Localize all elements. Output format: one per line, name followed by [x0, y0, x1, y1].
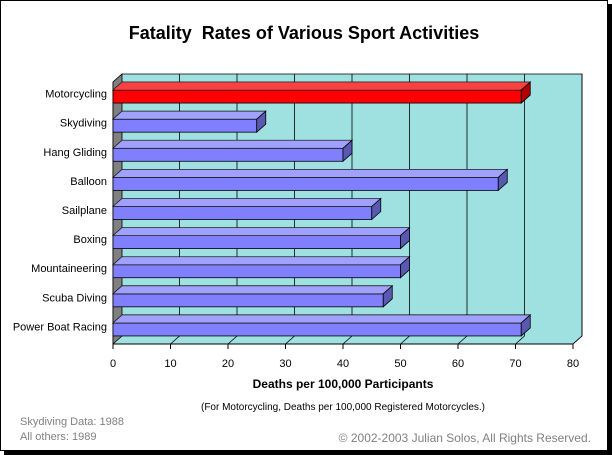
bar-side-shade-balloon [498, 169, 508, 191]
category-label-hang-gliding: Hang Gliding [43, 147, 107, 159]
category-label-scuba-diving: Scuba Diving [42, 292, 107, 304]
x-axis-label: Deaths per 100,000 Participants [252, 377, 434, 391]
floor-gridline [457, 335, 468, 345]
bar-mountaineering [112, 264, 401, 279]
x-tick-label: 20 [222, 358, 234, 370]
category-label-sailplane: Sailplane [62, 205, 107, 217]
bar-power-boat-racing [112, 322, 522, 337]
bar-side-skydiving [256, 110, 267, 134]
x-tick-label: 70 [509, 358, 521, 370]
bar-top-highlight-boxing [113, 227, 410, 236]
bar-boxing [112, 235, 401, 250]
category-label-boxing: Boxing [73, 234, 107, 246]
bar-balloon [112, 176, 499, 191]
bar-top-highlight-skydiving [113, 111, 266, 120]
floor-gridline [515, 335, 525, 345]
floor-gridline [400, 335, 410, 345]
copyright-notice: © 2002-2003 Julian Solos, All Rights Res… [338, 431, 591, 445]
bar-skydiving [112, 118, 258, 133]
bar-top-highlight-hang-gliding [113, 140, 352, 149]
bar-scuba-diving [112, 293, 384, 308]
bar-side-power-boat-racing [520, 314, 531, 337]
bar-side-shade-hang-gliding [343, 140, 352, 162]
bar-top-highlight-balloon [113, 169, 508, 178]
bar-side-shade-boxing [400, 227, 410, 249]
x-tick-label: 40 [337, 358, 349, 370]
category-label-power-boat-racing: Power Boat Racing [13, 321, 107, 333]
floor-gridline [572, 335, 583, 345]
bar-side-shade-mountaineering [400, 256, 410, 278]
bar-top-highlight-motorcycling [113, 82, 531, 91]
category-label-motorcycling: Motorcycling [45, 89, 107, 101]
x-tick-label: 80 [567, 358, 579, 370]
bar-motorcycling [112, 89, 522, 104]
bar-sailplane [112, 206, 373, 220]
bar-side-shade-motorcycling [521, 82, 531, 104]
bar-chart-plot: 0 10 20 30 40 50 60 70 80 Motorcycling Skydiving Ha… [13, 73, 583, 370]
bar-side-shade-power-boat-racing [521, 314, 531, 336]
x-tick-label: 10 [164, 358, 176, 370]
bar-side-balloon [497, 168, 508, 192]
floor-gridline [227, 335, 238, 345]
bar-side-motorcycling [520, 81, 531, 104]
chart-title: Fatality Rates of Various Sport Activiti… [128, 23, 480, 43]
x-tick-label: 50 [394, 358, 406, 370]
bar-side-scuba-diving [382, 284, 393, 308]
bar-hang-gliding [112, 147, 344, 162]
bar-side-boxing [400, 226, 410, 250]
bar-side-shade-scuba-diving [383, 285, 393, 307]
x-axis-note: (For Motorcycling, Deaths per 100,000 Re… [200, 402, 485, 413]
bar-side-mountaineering [400, 255, 410, 279]
floor-gridline [285, 335, 295, 345]
x-tick-label: 60 [452, 358, 464, 370]
footnote-others: All others: 1989 [20, 431, 97, 443]
bar-side-shade-skydiving [256, 111, 266, 133]
bar-side-hang-gliding [342, 139, 353, 163]
bar-top-highlight-sailplane [113, 198, 381, 207]
bar-side-sailplane [371, 197, 382, 221]
x-tick-label: 30 [279, 358, 291, 370]
x-tick-label: 0 [110, 358, 116, 370]
bar-side-shade-sailplane [371, 198, 381, 220]
bar-top-highlight-mountaineering [113, 256, 410, 265]
floor-gridline [170, 335, 180, 345]
category-label-mountaineering: Mountaineering [31, 263, 107, 275]
category-label-balloon: Balloon [70, 176, 107, 188]
bar-top-highlight-scuba-diving [113, 285, 393, 294]
category-label-skydiving: Skydiving [60, 118, 107, 130]
bar-top-highlight-power-boat-racing [113, 314, 531, 323]
floor-gridline [342, 335, 353, 345]
footnote-skydiving: Skydiving Data: 1988 [20, 416, 124, 428]
